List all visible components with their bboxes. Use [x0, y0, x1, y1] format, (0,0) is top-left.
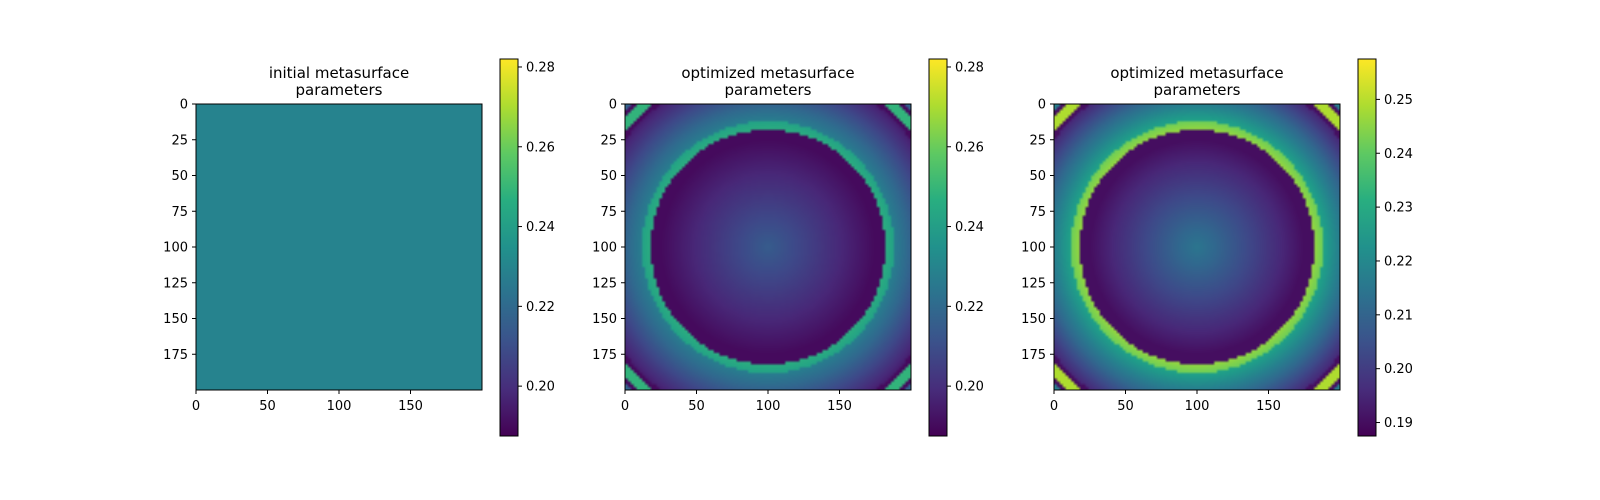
colorbar-tick-label: 0.28 — [526, 60, 555, 75]
colorbar-tick-label: 0.20 — [955, 380, 984, 395]
x-tick-label: 100 — [756, 399, 781, 414]
y-tick-label: 0 — [1038, 98, 1046, 113]
y-tick-label: 125 — [163, 276, 188, 291]
x-tick-label: 150 — [827, 399, 852, 414]
x-tick-label: 0 — [1050, 399, 1058, 414]
colorbar-tick-label: 0.19 — [1384, 416, 1413, 431]
y-tick-label: 75 — [600, 205, 617, 220]
heatmap-image — [196, 104, 482, 390]
y-tick-label: 75 — [171, 205, 188, 220]
y-tick-label: 50 — [1029, 169, 1046, 184]
colorbar-frame — [928, 58, 948, 437]
x-tick-label: 150 — [398, 399, 423, 414]
subplot-1: initial metasurface parameters 0 50 100 150 0 2… — [163, 58, 555, 437]
colorbar-tick-label: 0.22 — [526, 300, 555, 315]
colorbar-gradient — [929, 59, 947, 436]
colorbar-tick-label: 0.25 — [1384, 93, 1413, 108]
x-tick-label: 50 — [1117, 399, 1134, 414]
colorbar-tick-label: 0.22 — [955, 300, 984, 315]
y-tick-label: 175 — [1021, 348, 1046, 363]
subplot-title: initial metasurface parameters — [269, 64, 409, 99]
y-tick-label: 125 — [1021, 276, 1046, 291]
x-tick-label: 150 — [1256, 399, 1281, 414]
colorbar-tick-label: 0.24 — [955, 220, 984, 235]
colorbar-tick-label: 0.24 — [1384, 147, 1413, 162]
subplot-title: optimized metasurface parameters — [681, 64, 854, 99]
colorbar: 0.20 0.22 0.24 0.26 0.28 — [928, 58, 984, 437]
y-tick-label: 175 — [163, 348, 188, 363]
y-tick-label: 0 — [609, 98, 617, 113]
y-tick-label: 0 — [180, 98, 188, 113]
colorbar-frame — [1357, 58, 1377, 437]
x-tick-label: 100 — [327, 399, 352, 414]
y-tick-label: 50 — [171, 169, 188, 184]
colorbar-tick-label: 0.26 — [526, 140, 555, 155]
heatmap-image — [625, 104, 911, 390]
subplot-2: optimized metasurface parameters 0 50 100 150… — [592, 58, 984, 437]
y-tick-label: 100 — [163, 241, 188, 256]
y-tick-label: 25 — [1029, 133, 1046, 148]
y-tick-label: 25 — [171, 133, 188, 148]
y-tick-label: 150 — [163, 312, 188, 327]
y-tick-label: 100 — [592, 241, 617, 256]
y-tick-label: 175 — [592, 348, 617, 363]
y-tick-label: 75 — [1029, 205, 1046, 220]
colorbar-tick-label: 0.28 — [955, 60, 984, 75]
y-tick-label: 150 — [1021, 312, 1046, 327]
heatmap-image — [1054, 104, 1340, 390]
colorbar-tick-label: 0.20 — [1384, 362, 1413, 377]
colorbar-gradient — [500, 59, 518, 436]
y-tick-label: 50 — [600, 169, 617, 184]
colorbar-gradient — [1358, 59, 1376, 436]
x-tick-label: 50 — [688, 399, 705, 414]
colorbar-tick-label: 0.24 — [526, 220, 555, 235]
colorbar-tick-label: 0.22 — [1384, 254, 1413, 269]
colorbar-tick-label: 0.26 — [955, 140, 984, 155]
y-tick-label: 125 — [592, 276, 617, 291]
y-tick-label: 25 — [600, 133, 617, 148]
colorbar-tick-label: 0.20 — [526, 380, 555, 395]
y-tick-label: 150 — [592, 312, 617, 327]
subplot-3: optimized metasurface parameters 0 50 100 150… — [1021, 58, 1413, 437]
x-tick-label: 100 — [1185, 399, 1210, 414]
subplot-title: optimized metasurface parameters — [1110, 64, 1283, 99]
colorbar: 0.20 0.22 0.24 0.26 0.28 — [499, 58, 555, 437]
colorbar: 0.19 0.20 0.21 0.22 0.23 0.24 0.25 — [1357, 58, 1413, 437]
colorbar-frame — [499, 58, 519, 437]
x-tick-label: 0 — [192, 399, 200, 414]
colorbar-tick-label: 0.23 — [1384, 201, 1413, 216]
colorbar-tick-label: 0.21 — [1384, 308, 1413, 323]
x-tick-label: 0 — [621, 399, 629, 414]
x-tick-label: 50 — [259, 399, 276, 414]
y-tick-label: 100 — [1021, 241, 1046, 256]
